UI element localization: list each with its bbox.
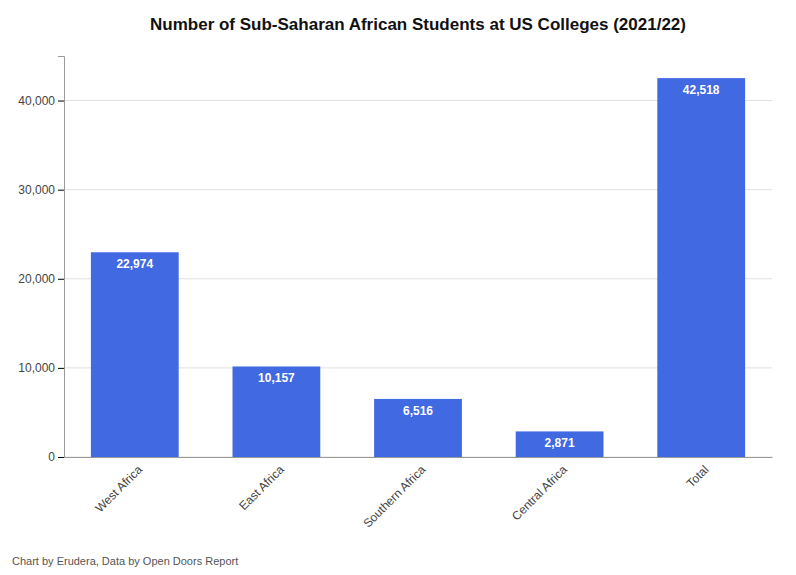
y-tick-label: 40,000	[18, 94, 55, 108]
data-label: 22,974	[116, 257, 153, 271]
bar	[516, 431, 604, 457]
data-label: 42,518	[683, 83, 720, 97]
y-tick-line	[58, 101, 64, 102]
y-axis-line	[58, 57, 65, 458]
y-tick: 10,000	[18, 361, 64, 375]
x-tick-label: Southern Africa	[360, 462, 428, 530]
data-label: 6,516	[403, 404, 433, 418]
footnote: Chart by Erudera, Data by Open Doors Rep…	[12, 555, 238, 567]
x-tick-label: Central Africa	[509, 462, 570, 523]
y-axis: 0 10,000 20,000 30,000 40,000	[18, 57, 64, 465]
x-tick: Central Africa	[509, 457, 570, 523]
data-labels: 22,974 10,157 6,516 2,871 42,518	[116, 83, 719, 450]
bar	[91, 252, 179, 457]
y-tick-line	[58, 457, 64, 458]
x-tick: East Africa	[236, 457, 287, 513]
x-axis-line	[65, 457, 773, 458]
bar	[657, 78, 745, 457]
x-tick-label: West Africa	[92, 462, 145, 515]
x-tick: Total	[684, 457, 712, 490]
x-tick: West Africa	[92, 457, 145, 515]
y-tick-line	[58, 190, 64, 191]
data-label: 10,157	[258, 371, 295, 385]
y-tick: 20,000	[18, 272, 64, 286]
y-tick: 0	[48, 450, 64, 464]
bar	[374, 399, 462, 457]
x-tick: Southern Africa	[360, 457, 428, 530]
y-tick-label: 20,000	[18, 272, 55, 286]
y-tick: 30,000	[18, 183, 64, 197]
chart: West Africa East Africa Southern Africa Cen…	[0, 0, 796, 575]
x-axis: West Africa East Africa Southern Africa Cen…	[65, 457, 773, 530]
title: Number of Sub-Saharan African Students a…	[150, 15, 686, 34]
y-tick-label: 0	[48, 450, 55, 464]
y-tick: 40,000	[18, 94, 64, 108]
y-tick-line	[58, 368, 64, 369]
plot: West Africa East Africa Southern Africa Cen…	[18, 57, 772, 531]
y-tick-label: 10,000	[18, 361, 55, 375]
y-tick-line	[58, 279, 64, 280]
data-label: 2,871	[545, 436, 575, 450]
x-tick-label: Total	[684, 463, 712, 491]
bar	[233, 366, 321, 457]
x-tick-label: East Africa	[236, 462, 287, 513]
bars	[91, 78, 745, 457]
y-tick-label: 30,000	[18, 183, 55, 197]
